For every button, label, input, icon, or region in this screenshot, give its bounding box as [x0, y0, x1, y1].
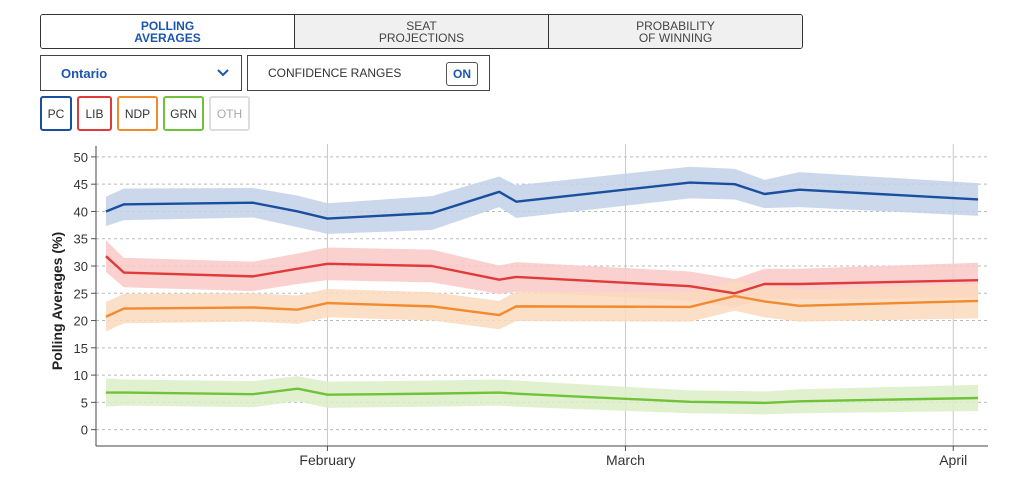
x-tick-label: April	[939, 452, 967, 468]
y-tick-label: 50	[74, 150, 88, 165]
y-tick-label: 20	[74, 314, 88, 329]
y-tick-label: 30	[74, 259, 88, 274]
party-button-lib[interactable]: LIB	[77, 96, 112, 131]
band-pc	[105, 166, 979, 234]
chevron-down-icon	[217, 69, 229, 77]
y-tick-label: 40	[74, 204, 88, 219]
party-button-grn[interactable]: GRN	[163, 96, 204, 131]
y-tick-label: 15	[74, 341, 88, 356]
party-button-oth[interactable]: OTH	[209, 96, 250, 131]
party-filter: PC LIB NDP GRN OTH	[40, 96, 255, 131]
party-button-ndp[interactable]: NDP	[117, 96, 158, 131]
confidence-ranges-label: CONFIDENCE RANGES	[268, 66, 402, 80]
series-line-pc	[105, 181, 979, 220]
y-tick-label: 10	[74, 368, 88, 383]
y-tick-label: 45	[74, 177, 88, 192]
y-tick-label: 0	[81, 423, 88, 438]
confidence-ranges-box: CONFIDENCE RANGES ON	[247, 55, 490, 91]
view-tabs: POLLING AVERAGES SEAT PROJECTIONS PROBAB…	[40, 14, 803, 49]
region-dropdown[interactable]: Ontario	[40, 55, 242, 91]
y-tick-label: 5	[81, 395, 88, 410]
tab-polling-averages[interactable]: POLLING AVERAGES	[41, 15, 295, 48]
region-selected-label: Ontario	[61, 65, 108, 81]
series-line-ndp	[105, 294, 979, 318]
x-tick-label: February	[299, 452, 355, 468]
tab-probability-of-winning[interactable]: PROBABILITY OF WINNING	[549, 15, 802, 48]
x-tick-label: March	[606, 452, 645, 468]
series-line-lib	[105, 255, 979, 295]
party-button-pc[interactable]: PC	[40, 96, 72, 131]
y-axis-label: Polling Averages (%)	[49, 232, 65, 370]
y-tick-label: 25	[74, 286, 88, 301]
series-line-grn	[105, 387, 979, 405]
confidence-toggle[interactable]: ON	[446, 62, 478, 86]
y-tick-label: 35	[74, 232, 88, 247]
tab-seat-projections[interactable]: SEAT PROJECTIONS	[295, 15, 549, 48]
